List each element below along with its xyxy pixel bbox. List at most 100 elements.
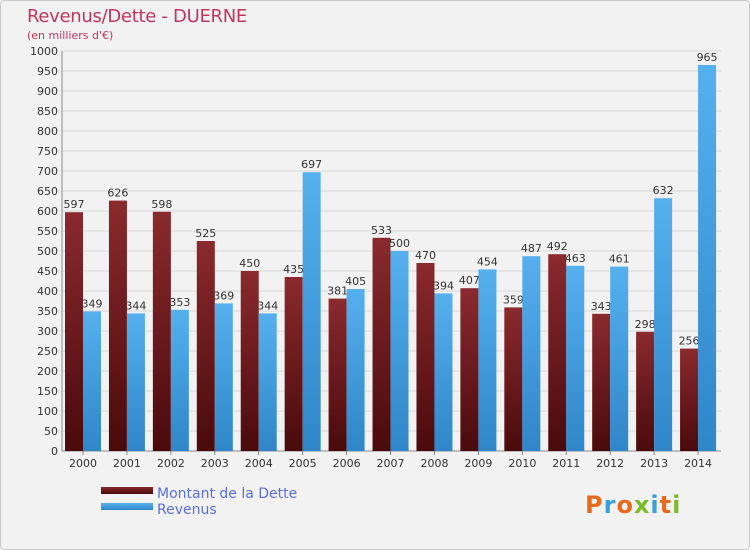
data-label-dette: 298 xyxy=(635,318,656,331)
data-label-revenus: 632 xyxy=(653,184,674,197)
proxiti-logo: Proxiti xyxy=(585,491,682,519)
y-tick-label: 150 xyxy=(37,385,58,398)
bar-dette xyxy=(196,241,215,451)
data-label-revenus: 405 xyxy=(345,275,366,288)
y-tick-label: 300 xyxy=(37,325,58,338)
data-label-dette: 492 xyxy=(547,240,568,253)
data-label-revenus: 394 xyxy=(433,279,454,292)
data-label-dette: 533 xyxy=(371,224,392,237)
y-tick-label: 950 xyxy=(37,65,58,78)
x-tick-label: 2002 xyxy=(157,457,185,470)
bar-revenus xyxy=(478,269,497,451)
x-tick-label: 2005 xyxy=(289,457,317,470)
data-label-revenus: 463 xyxy=(565,252,586,265)
data-label-dette: 256 xyxy=(679,335,700,348)
data-label-revenus: 500 xyxy=(389,237,410,250)
x-tick-label: 2006 xyxy=(333,457,361,470)
data-label-dette: 597 xyxy=(64,198,85,211)
y-tick-label: 1000 xyxy=(30,45,58,58)
y-tick-label: 500 xyxy=(37,245,58,258)
bar-revenus xyxy=(522,256,541,451)
y-tick-label: 0 xyxy=(51,445,58,458)
bar-dette xyxy=(504,307,523,451)
bar-dette xyxy=(548,254,567,451)
bar-dette xyxy=(636,331,655,451)
data-label-dette: 435 xyxy=(283,263,304,276)
legend-label-revenus: Revenus xyxy=(157,502,217,518)
data-label-revenus: 454 xyxy=(477,255,498,268)
data-label-revenus: 697 xyxy=(301,158,322,171)
y-tick-label: 750 xyxy=(37,145,58,158)
bar-revenus xyxy=(566,265,585,451)
bar-revenus xyxy=(302,172,321,451)
bar-revenus xyxy=(346,289,365,451)
x-tick-label: 2014 xyxy=(684,457,712,470)
legend-swatch-dette xyxy=(101,487,153,494)
data-label-dette: 381 xyxy=(327,285,348,298)
bar-revenus xyxy=(610,266,629,451)
bar-dette xyxy=(65,212,83,451)
y-tick-label: 350 xyxy=(37,305,58,318)
bar-dette xyxy=(152,211,171,451)
data-label-dette: 598 xyxy=(151,198,172,211)
data-label-dette: 343 xyxy=(591,300,612,313)
y-tick-label: 400 xyxy=(37,285,58,298)
bar-revenus xyxy=(170,309,189,451)
y-tick-label: 450 xyxy=(37,265,58,278)
x-tick-label: 2010 xyxy=(508,457,536,470)
x-tick-label: 2012 xyxy=(596,457,624,470)
y-tick-label: 550 xyxy=(37,225,58,238)
y-tick-label: 650 xyxy=(37,185,58,198)
y-tick-label: 50 xyxy=(44,425,58,438)
x-tick-label: 2013 xyxy=(640,457,668,470)
legend-label-dette: Montant de la Dette xyxy=(157,486,298,502)
y-tick-label: 850 xyxy=(37,105,58,118)
y-tick-label: 100 xyxy=(37,405,58,418)
bar-revenus xyxy=(654,198,673,451)
data-label-dette: 525 xyxy=(195,227,216,240)
x-tick-label: 2004 xyxy=(245,457,273,470)
data-label-revenus: 487 xyxy=(521,242,542,255)
bar-revenus xyxy=(434,293,453,451)
data-label-revenus: 353 xyxy=(169,296,190,309)
bar-dette xyxy=(284,277,303,451)
x-tick-label: 2003 xyxy=(201,457,229,470)
x-tick-label: 2011 xyxy=(552,457,580,470)
bar-revenus xyxy=(698,65,717,451)
bar-revenus xyxy=(258,313,277,451)
bar-revenus xyxy=(390,251,409,451)
data-label-revenus: 344 xyxy=(257,299,278,312)
bar-dette xyxy=(108,200,127,451)
data-label-revenus: 349 xyxy=(82,297,103,310)
legend-swatch-revenus xyxy=(101,503,153,510)
bar-revenus xyxy=(83,311,101,451)
bar-dette xyxy=(680,348,699,451)
x-tick-label: 2007 xyxy=(377,457,405,470)
y-tick-label: 200 xyxy=(37,365,58,378)
data-label-dette: 470 xyxy=(415,249,436,262)
x-tick-label: 2009 xyxy=(464,457,492,470)
data-label-revenus: 344 xyxy=(125,299,146,312)
bar-dette xyxy=(372,237,391,451)
bar-dette xyxy=(460,288,479,451)
x-tick-label: 2000 xyxy=(69,457,97,470)
y-tick-label: 700 xyxy=(37,165,58,178)
chart-subtitle: (en milliers d'€) xyxy=(27,29,114,42)
y-tick-label: 900 xyxy=(37,85,58,98)
data-label-dette: 626 xyxy=(107,187,128,200)
data-label-revenus: 461 xyxy=(609,253,630,266)
y-tick-label: 600 xyxy=(37,205,58,218)
bar-dette xyxy=(328,298,347,451)
x-tick-label: 2001 xyxy=(113,457,141,470)
chart-title: Revenus/Dette - DUERNE xyxy=(27,6,247,27)
bar-revenus xyxy=(126,313,145,451)
data-label-dette: 450 xyxy=(239,257,260,270)
data-label-revenus: 965 xyxy=(697,51,718,64)
y-tick-label: 800 xyxy=(37,125,58,138)
bar-dette xyxy=(592,313,611,451)
data-label-dette: 407 xyxy=(459,274,480,287)
bar-dette xyxy=(240,271,259,451)
data-label-revenus: 369 xyxy=(213,289,234,302)
